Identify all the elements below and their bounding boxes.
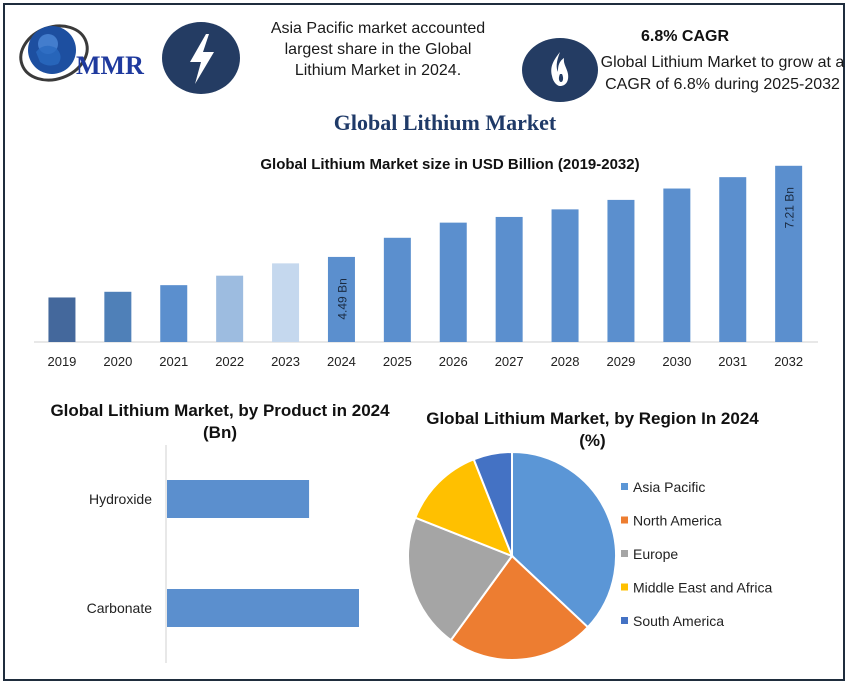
x-tick-label-2025: 2025 [383, 354, 412, 369]
bar-chart-title: Global Lithium Market size in USD Billio… [260, 156, 640, 173]
bar-2027 [495, 216, 523, 342]
bar-2026 [439, 222, 467, 342]
pie-slice-south-america [472, 450, 513, 557]
cagr-blurb: Global Lithium Market to grow at a CAGR … [600, 54, 845, 93]
legend-label-asia-pacific: Asia Pacific [633, 479, 705, 495]
x-tick-label-2022: 2022 [215, 354, 244, 369]
cagr-title: 6.8% CAGR [640, 28, 730, 45]
legend-swatch-south-america [621, 617, 628, 624]
mmr-logo: MMR [19, 24, 144, 82]
bar-2031 [719, 177, 747, 342]
pie-slice-north-america [449, 554, 590, 661]
legend-label-europe: Europe [633, 546, 678, 562]
x-tick-label-2029: 2029 [606, 354, 635, 369]
infographic-frame [3, 3, 845, 681]
bar-2023 [272, 263, 300, 342]
bar-2024 [327, 256, 355, 342]
page-title: Global Lithium Market [333, 110, 557, 135]
legend-swatch-north-america [621, 516, 628, 524]
data-label-2024: 4.49 Bn [335, 278, 349, 319]
product-chart-title: Global Lithium Market, by Product in 202… [50, 401, 390, 442]
legend-swatch-middle-east-and-africa [621, 583, 628, 591]
x-tick-label-2024: 2024 [327, 354, 356, 369]
data-label-2032: 7.21 Bn [783, 187, 797, 228]
x-tick-label-2028: 2028 [551, 354, 580, 369]
x-tick-label-2030: 2030 [662, 354, 691, 369]
product-bar-hydroxide [167, 480, 310, 518]
region-chart-title: Global Lithium Market, by Region In 2024… [426, 409, 759, 450]
lightning-bolt-icon [162, 22, 240, 94]
product-label-carbonate: Carbonate [87, 600, 153, 616]
bar-2029 [607, 199, 635, 342]
x-tick-label-2027: 2027 [495, 354, 524, 369]
pie-slice-europe [407, 516, 514, 642]
bar-2030 [663, 188, 691, 342]
product-bar-carbonate [167, 589, 359, 627]
legend-label-south-america: South America [633, 613, 724, 629]
pie-slice-asia-pacific [511, 450, 617, 629]
mmr-logo-text: MMR [76, 51, 144, 80]
pie-slice-middle-east-and-africa [414, 458, 514, 558]
bar-2028 [551, 209, 579, 342]
bar-2019 [48, 297, 76, 342]
bar-2032 [775, 165, 803, 342]
bar-2022 [216, 275, 244, 342]
legend-label-north-america: North America [633, 513, 722, 529]
x-tick-label-2032: 2032 [774, 354, 803, 369]
x-tick-label-2026: 2026 [439, 354, 468, 369]
asia-pacific-blurb: Asia Pacific market accounted largest sh… [270, 20, 486, 79]
x-tick-label-2021: 2021 [159, 354, 188, 369]
x-tick-label-2020: 2020 [103, 354, 132, 369]
flame-icon [522, 38, 598, 102]
bar-2021 [160, 285, 188, 342]
x-tick-label-2023: 2023 [271, 354, 300, 369]
legend-swatch-europe [621, 550, 628, 557]
legend-label-middle-east-and-africa: Middle East and Africa [633, 580, 773, 596]
x-tick-label-2031: 2031 [718, 354, 747, 369]
bar-2020 [104, 291, 132, 342]
x-tick-label-2019: 2019 [47, 354, 76, 369]
product-label-hydroxide: Hydroxide [89, 491, 152, 507]
legend-swatch-asia-pacific [621, 483, 628, 490]
bar-2025 [383, 237, 411, 342]
